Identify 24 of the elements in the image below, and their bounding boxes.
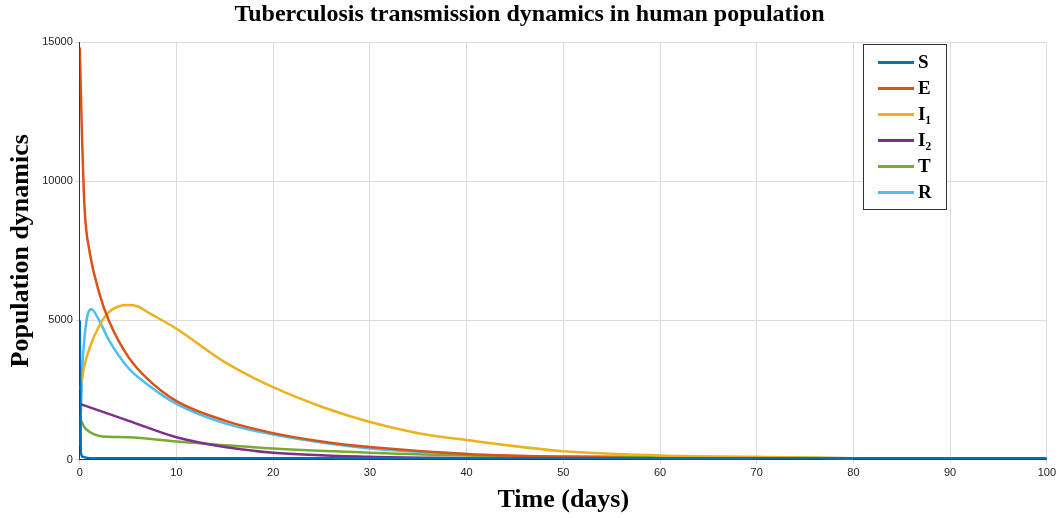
y-axis-title: Population dynamics [5,134,35,368]
y-tick-label: 10000 [42,174,73,187]
x-tick-label: 20 [267,466,280,479]
x-axis-title: Time (days) [497,484,630,514]
legend-label: I₂ [917,128,932,152]
x-tick-label: 80 [847,466,860,479]
x-tick-label: 40 [460,466,473,479]
legend-label: E [917,76,932,100]
x-tick-label: 0 [76,466,83,479]
chart-title: Tuberculosis transmission dynamics in human population [233,0,826,27]
x-tick-label: 30 [363,466,377,479]
legend-label: T [917,154,932,178]
legend-label: R [917,180,932,204]
x-tick-label: 50 [557,466,570,479]
x-tick-label: 100 [1037,466,1056,479]
y-tick-label: 15000 [42,35,73,48]
x-tick-label: 60 [653,466,667,479]
y-tick-label: 5000 [48,313,73,326]
legend-label: I₁ [917,102,932,126]
x-tick-label: 10 [170,466,183,479]
x-tick-label: 90 [943,466,957,479]
y-tick-label: 0 [66,452,73,465]
x-tick-label: 70 [750,466,763,479]
legend-label: S [917,50,930,74]
